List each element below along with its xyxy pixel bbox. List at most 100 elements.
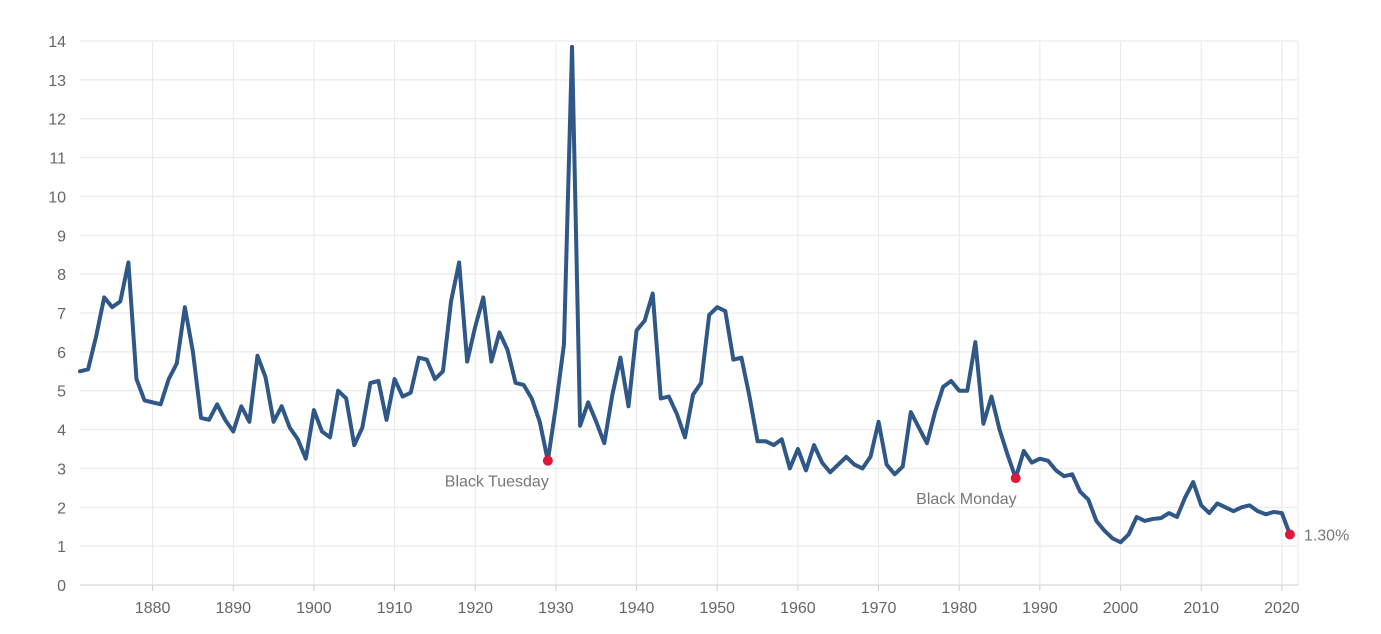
data-point (916, 425, 922, 431)
data-point (1271, 509, 1277, 515)
x-tick-label: 2000 (1103, 600, 1139, 617)
data-point (182, 304, 188, 310)
data-point (513, 380, 519, 386)
y-tick-label: 11 (49, 151, 66, 168)
y-tick-label: 5 (57, 384, 66, 401)
data-point (577, 423, 583, 429)
data-point (706, 312, 712, 318)
data-point (214, 401, 220, 407)
data-point (1222, 504, 1228, 510)
data-point (553, 403, 559, 409)
data-point (408, 390, 414, 396)
data-point (1239, 504, 1245, 510)
series-layer (77, 44, 1292, 545)
data-point (690, 392, 696, 398)
data-point (432, 376, 438, 382)
data-point (174, 361, 180, 367)
series-line-0 (78, 44, 1292, 545)
data-point (634, 327, 640, 333)
data-point (867, 454, 873, 460)
data-point (892, 471, 898, 477)
data-point (1190, 479, 1196, 485)
x-tick-label: 1970 (861, 600, 897, 617)
data-point (263, 374, 269, 380)
x-tick-label: 2010 (1183, 600, 1219, 617)
data-point (142, 397, 148, 403)
data-point (1198, 502, 1204, 508)
data-point (771, 442, 777, 448)
y-tick-label: 0 (57, 578, 66, 595)
data-point (295, 436, 301, 442)
data-point (327, 434, 333, 440)
data-point (988, 394, 994, 400)
y-tick-label: 13 (48, 73, 66, 90)
data-point (222, 417, 228, 423)
data-point (1085, 497, 1091, 503)
data-point (238, 403, 244, 409)
data-point (980, 421, 986, 427)
data-point (811, 442, 817, 448)
data-point (359, 425, 365, 431)
data-point (1069, 471, 1075, 477)
data-point (1247, 502, 1253, 508)
x-tick-label: 1930 (538, 600, 574, 617)
annotation-marker (542, 455, 553, 466)
data-point (279, 403, 285, 409)
data-point (617, 355, 623, 361)
data-point (303, 456, 309, 462)
data-point (585, 399, 591, 405)
data-point (198, 415, 204, 421)
grid (80, 40, 1299, 586)
data-point (271, 419, 277, 425)
data-point (496, 329, 502, 335)
data-point (827, 469, 833, 475)
data-point (900, 463, 906, 469)
x-tick-label: 1950 (699, 600, 735, 617)
data-point (480, 294, 486, 300)
data-point (343, 395, 349, 401)
data-point (787, 465, 793, 471)
data-point (367, 380, 373, 386)
data-point (1214, 500, 1220, 506)
data-point (843, 454, 849, 460)
data-point (1126, 531, 1132, 537)
data-point (569, 44, 575, 50)
data-point (246, 419, 252, 425)
data-point (1279, 510, 1285, 516)
data-point (626, 403, 632, 409)
data-point (464, 359, 470, 365)
data-point (311, 407, 317, 413)
data-point (940, 384, 946, 390)
data-point (77, 368, 83, 374)
data-point (763, 438, 769, 444)
annotation-label: Black Monday (916, 491, 1017, 508)
data-point (746, 394, 752, 400)
data-point (997, 427, 1003, 433)
data-point (1174, 514, 1180, 520)
data-point (537, 419, 543, 425)
data-point (85, 366, 91, 372)
data-point (722, 308, 728, 314)
data-point (1045, 458, 1051, 464)
y-tick-label: 3 (57, 461, 66, 478)
data-point (1118, 539, 1124, 545)
data-point (384, 417, 390, 423)
data-point (190, 349, 196, 355)
data-point (666, 394, 672, 400)
data-point (803, 467, 809, 473)
data-point (932, 409, 938, 415)
data-point (529, 395, 535, 401)
data-point (335, 388, 341, 394)
x-tick-label: 1940 (619, 600, 655, 617)
y-tick-label: 4 (57, 423, 66, 440)
data-point (924, 440, 930, 446)
annotation-label: Black Tuesday (445, 474, 549, 491)
data-point (1005, 452, 1011, 458)
data-point (859, 465, 865, 471)
annotation-marker (1010, 473, 1021, 484)
data-point (609, 392, 615, 398)
x-tick-label: 1910 (377, 600, 413, 617)
data-point (1230, 508, 1236, 514)
data-point (424, 357, 430, 363)
